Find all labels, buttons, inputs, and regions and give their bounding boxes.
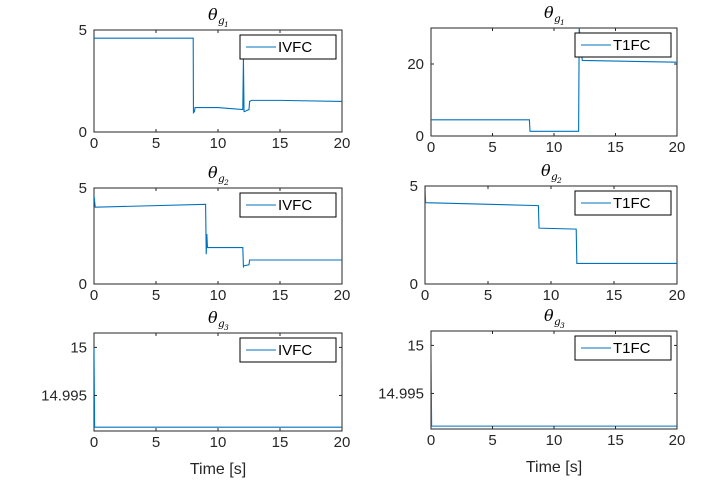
title-subsubscript: 3 xyxy=(560,321,565,330)
legend: T1FC xyxy=(574,190,672,216)
x-tick-label: 10 xyxy=(210,434,227,451)
legend: T1FC xyxy=(574,335,672,361)
x-tick-label: 10 xyxy=(543,287,560,304)
title-subscript: g xyxy=(218,173,225,185)
series-line-t1fc xyxy=(431,28,677,132)
x-tick-label: 5 xyxy=(488,139,496,156)
subplot-5: 0 5 10 15 20 14.995 15 θ g 3 IVFC Time [s] xyxy=(41,308,350,478)
legend: IVFC xyxy=(239,337,337,363)
x-tick-label: 20 xyxy=(334,135,351,152)
y-tick-label: 14.995 xyxy=(41,387,87,404)
y-tick-label: 0 xyxy=(416,128,424,145)
legend-label: T1FC xyxy=(613,37,651,54)
series-line-t1fc xyxy=(431,345,677,427)
x-tick-label: 15 xyxy=(272,135,289,152)
x-tick-label: 20 xyxy=(669,139,686,156)
y-tick-label: 0 xyxy=(410,276,418,293)
title-subscript: g xyxy=(554,13,561,25)
title-subsubscript: 2 xyxy=(556,176,562,185)
x-axis-label: Time [s] xyxy=(526,459,582,476)
x-tick-label: 10 xyxy=(210,135,227,152)
title-subsubscript: 3 xyxy=(224,323,229,332)
x-tick-label: 20 xyxy=(669,432,686,449)
x-tick-label: 0 xyxy=(427,432,435,449)
title-symbol: θ xyxy=(541,161,551,180)
title-subsubscript: 1 xyxy=(224,20,229,29)
x-tick-label: 10 xyxy=(546,432,563,449)
title-subsubscript: 1 xyxy=(560,18,565,27)
x-tick-label: 5 xyxy=(152,434,160,451)
title-symbol: θ xyxy=(544,3,554,22)
x-tick-label: 5 xyxy=(152,135,160,152)
x-tick-label: 10 xyxy=(546,139,563,156)
x-tick-label: 0 xyxy=(90,135,98,152)
legend-label: T1FC xyxy=(613,195,651,212)
title-subscript: g xyxy=(554,316,561,328)
x-tick-label: 15 xyxy=(272,287,289,304)
series-line-ivfc xyxy=(94,347,342,428)
subplot-3: 0 5 10 15 20 0 5 θ g 2 IVFC xyxy=(79,163,351,304)
title-subsubscript: 2 xyxy=(223,178,229,187)
title-subscript: g xyxy=(218,15,225,27)
legend: IVFC xyxy=(239,34,337,60)
x-tick-label: 20 xyxy=(334,287,351,304)
y-tick-label: 14.995 xyxy=(378,385,424,402)
y-tick-label: 5 xyxy=(79,180,87,197)
legend-label: IVFC xyxy=(278,342,312,359)
x-tick-label: 0 xyxy=(90,434,98,451)
title-subscript: g xyxy=(218,318,225,330)
y-tick-label: 0 xyxy=(79,124,87,141)
series-line-t1fc xyxy=(425,186,677,264)
title-subscript: g xyxy=(551,171,558,183)
y-tick-label: 15 xyxy=(70,339,87,356)
legend: IVFC xyxy=(239,192,337,218)
title-symbol: θ xyxy=(544,306,554,325)
y-tick-label: 5 xyxy=(79,22,87,39)
x-tick-label: 20 xyxy=(669,287,686,304)
x-tick-label: 5 xyxy=(488,432,496,449)
legend-label: T1FC xyxy=(613,340,651,357)
subplot-1: 0 5 10 15 20 0 5 θ g 1 IVFC xyxy=(79,5,351,152)
x-tick-label: 15 xyxy=(607,432,624,449)
x-tick-label: 5 xyxy=(152,287,160,304)
legend-label: IVFC xyxy=(278,197,312,214)
x-tick-label: 0 xyxy=(90,287,98,304)
x-tick-label: 20 xyxy=(334,434,351,451)
title-symbol: θ xyxy=(208,308,218,327)
subplot-2: 0 5 10 15 20 0 20 θ g 1 T1FC xyxy=(407,3,685,156)
x-tick-label: 0 xyxy=(427,139,435,156)
subplot-4: 0 5 10 15 20 0 5 θ g 2 T1FC xyxy=(410,161,686,304)
title-symbol: θ xyxy=(208,5,218,24)
legend: T1FC xyxy=(574,32,672,58)
x-tick-label: 15 xyxy=(606,287,623,304)
y-tick-label: 5 xyxy=(410,178,418,195)
x-tick-label: 10 xyxy=(210,287,227,304)
series-line-ivfc xyxy=(94,37,342,114)
y-tick-label: 15 xyxy=(407,337,424,354)
y-tick-label: 0 xyxy=(79,276,87,293)
x-tick-label: 5 xyxy=(484,287,492,304)
y-tick-label: 20 xyxy=(407,56,424,73)
legend-label: IVFC xyxy=(278,39,312,56)
title-symbol: θ xyxy=(208,163,218,182)
x-tick-label: 15 xyxy=(272,434,289,451)
series-line-ivfc xyxy=(94,195,342,269)
subplot-6: 0 5 10 15 20 14.995 15 θ g 3 T1FC Time [s] xyxy=(378,306,685,476)
x-axis-label: Time [s] xyxy=(190,461,246,478)
x-tick-label: 15 xyxy=(607,139,624,156)
x-tick-label: 0 xyxy=(421,287,429,304)
